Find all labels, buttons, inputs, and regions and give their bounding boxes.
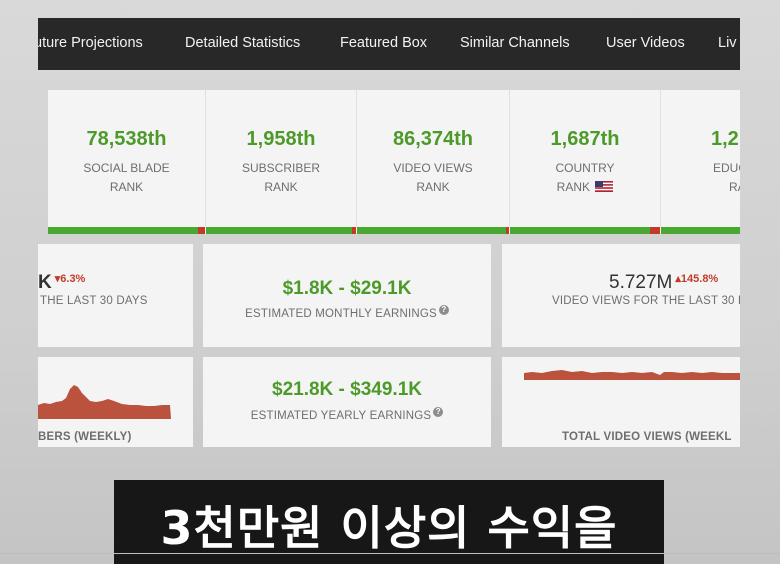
rank-label: COUNTRY RANK xyxy=(555,161,615,194)
rank-progress-bar xyxy=(206,227,356,234)
subscribers-chart-label: BERS (WEEKLY) xyxy=(38,431,132,443)
rank-label: EDUCRA xyxy=(713,161,740,194)
rank-card-education: 1,2 EDUCRA xyxy=(661,90,740,234)
divider xyxy=(356,90,357,227)
rank-card-subscriber: 1,958th SUBSCRIBER RANK xyxy=(206,90,356,234)
subscribers-chart-area xyxy=(38,385,171,419)
views-value: 5.727M ▴145.8% xyxy=(609,272,719,293)
views-summary-card: 5.727M ▴145.8% VIDEO VIEWS FOR THE LAST 3… xyxy=(502,244,740,347)
help-icon[interactable]: ? xyxy=(433,407,444,417)
yearly-earnings-card: $21.8K - $349.1K ESTIMATED YEARLY EARNIN… xyxy=(203,357,491,447)
divider xyxy=(205,90,206,227)
rank-value: 78,538th xyxy=(86,128,167,150)
nav-live[interactable]: Liv xyxy=(718,35,737,51)
views-weekly-chart xyxy=(524,370,740,380)
rank-progress-marker xyxy=(650,227,660,234)
monthly-earnings-value: $1.8K - $29.1K xyxy=(282,278,412,299)
change-down-indicator: ▾6.3% xyxy=(54,273,86,285)
change-up-indicator: ▴145.8% xyxy=(675,273,719,285)
subscribers-value: K ▾6.3% xyxy=(38,272,86,293)
rank-card-social-blade: 78,538th SOCIAL BLADE RANK xyxy=(48,90,205,234)
nav-future-projections[interactable]: uture Projections xyxy=(38,35,143,51)
help-icon[interactable]: ? xyxy=(438,305,449,315)
navigation-bar: uture Projections Detailed Statistics Fe… xyxy=(38,18,740,70)
rank-value: 1,958th xyxy=(246,128,316,150)
nav-detailed-statistics[interactable]: Detailed Statistics xyxy=(185,35,301,51)
yearly-earnings-label: ESTIMATED YEARLY EARNINGS? xyxy=(203,407,491,422)
nav-user-videos[interactable]: User Videos xyxy=(606,35,685,51)
monthly-earnings-label: ESTIMATED MONTHLY EARNINGS? xyxy=(203,305,491,320)
video-progress-track[interactable] xyxy=(0,553,780,554)
rank-label: SUBSCRIBER RANK xyxy=(241,161,321,194)
rank-progress-bar xyxy=(510,227,660,234)
monthly-earnings-card: $1.8K - $29.1K ESTIMATED MONTHLY EARNING… xyxy=(203,244,491,347)
views-weekly-chart-card: TOTAL VIDEO VIEWS (WEEKL xyxy=(502,357,740,447)
subscribers-label: THE LAST 30 DAYS xyxy=(40,295,148,307)
rank-panel: 78,538th SOCIAL BLADE RANK 1,958th SUBSCR… xyxy=(48,90,740,234)
rank-label: VIDEO VIEWS RANK xyxy=(393,161,473,194)
subscribers-weekly-chart-card: BERS (WEEKLY) xyxy=(38,357,193,447)
us-flag-icon xyxy=(595,181,614,192)
rank-value: 1,2 xyxy=(711,128,739,150)
rank-card-country: 1,687th COUNTRY RANK xyxy=(510,90,660,234)
divider xyxy=(660,90,661,227)
views-chart-label: TOTAL VIDEO VIEWS (WEEKL xyxy=(562,431,732,443)
yearly-earnings-value: $21.8K - $349.1K xyxy=(272,379,422,400)
nav-similar-channels[interactable]: Similar Channels xyxy=(460,35,570,51)
rank-progress-bar xyxy=(48,227,205,234)
divider xyxy=(509,90,510,227)
nav-featured-box[interactable]: Featured Box xyxy=(340,35,428,51)
rank-progress-marker xyxy=(198,227,205,234)
rank-card-video-views: 86,374th VIDEO VIEWS RANK xyxy=(357,90,509,234)
video-subtitle-box: 3천만원 이상의 수익을 xyxy=(114,480,664,564)
subscribers-summary-card: K ▾6.3% THE LAST 30 DAYS xyxy=(38,244,193,347)
views-chart-area xyxy=(524,370,740,380)
rank-progress-marker xyxy=(352,227,356,234)
video-subtitle-text: 3천만원 이상의 수익을 xyxy=(160,501,618,555)
views-label: VIDEO VIEWS FOR THE LAST 30 DA xyxy=(552,295,740,307)
subscribers-weekly-chart xyxy=(38,385,171,419)
rank-value: 86,374th xyxy=(392,128,474,150)
rank-progress-marker xyxy=(506,227,509,234)
rank-value: 1,687th xyxy=(550,128,620,150)
rank-progress-bar xyxy=(661,227,740,234)
rank-label: SOCIAL BLADE RANK xyxy=(83,161,170,194)
rank-progress-bar xyxy=(357,227,509,234)
